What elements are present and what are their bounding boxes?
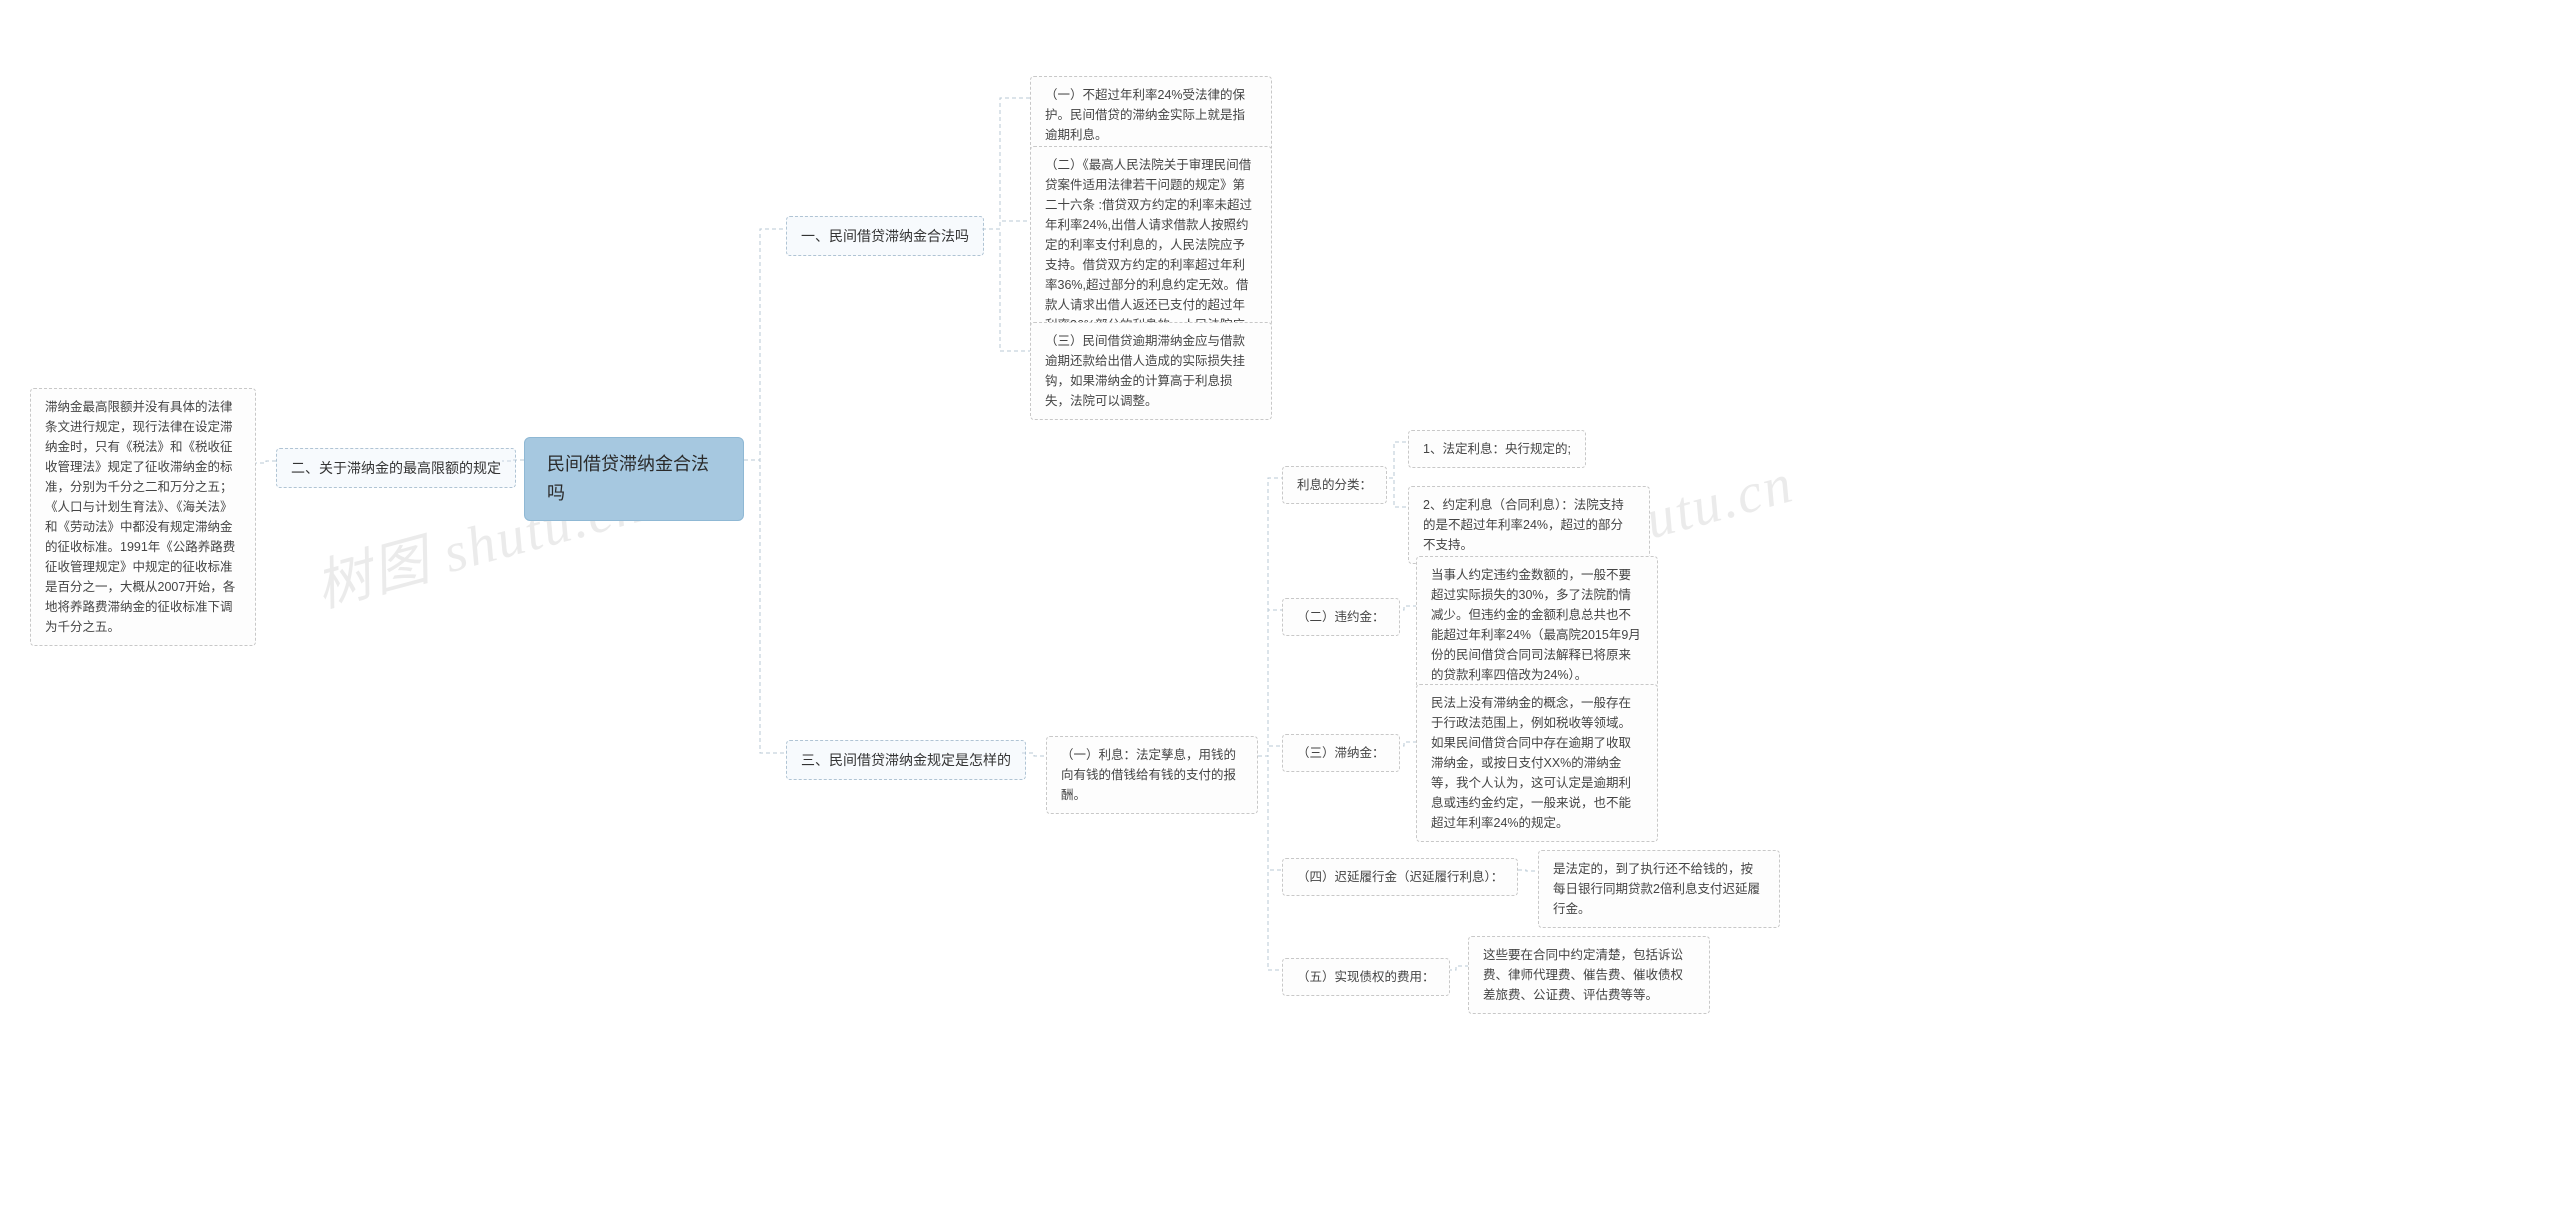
leaf-debt-cost-detail: 这些要在合同中约定清楚，包括诉讼费、律师代理费、催告费、催收债权差旅费、公证费、… xyxy=(1468,936,1710,1014)
leaf-interest-def: （一）利息：法定孳息，用钱的向有钱的借钱给有钱的支付的报酬。 xyxy=(1046,736,1258,814)
sub-debt-cost: （五）实现债权的费用： xyxy=(1282,958,1450,996)
leaf-penalty-detail: 当事人约定违约金数额的，一般不要超过实际损失的30%，多了法院酌情减少。但违约金… xyxy=(1416,556,1658,694)
leaf-late-fee-detail: 民法上没有滞纳金的概念，一般存在于行政法范围上，例如税收等领域。如果民间借贷合同… xyxy=(1416,684,1658,842)
sub-penalty: （二）违约金： xyxy=(1282,598,1400,636)
branch-is-legal: 一、民间借贷滞纳金合法吗 xyxy=(786,216,984,256)
branch-regulation-detail: 三、民间借贷滞纳金规定是怎样的 xyxy=(786,740,1026,780)
connector-layer xyxy=(0,0,2560,1208)
leaf-delay-payment-detail: 是法定的，到了执行还不给钱的，按每日银行同期贷款2倍利息支付迟延履行金。 xyxy=(1538,850,1780,928)
leaf-legal-1: （一）不超过年利率24%受法律的保护。民间借贷的滞纳金实际上就是指逾期利息。 xyxy=(1030,76,1272,154)
leaf-legal-3: （三）民间借贷逾期滞纳金应与借款逾期还款给出借人造成的实际损失挂钩，如果滞纳金的… xyxy=(1030,322,1272,420)
leaf-limit-detail: 滞纳金最高限额并没有具体的法律条文进行规定，现行法律在设定滞纳金时，只有《税法》… xyxy=(30,388,256,646)
branch-limit-regulation: 二、关于滞纳金的最高限额的规定 xyxy=(276,448,516,488)
leaf-interest-type-1: 1、法定利息：央行规定的; xyxy=(1408,430,1586,468)
leaf-interest-type-2: 2、约定利息（合同利息）：法院支持的是不超过年利率24%，超过的部分不支持。 xyxy=(1408,486,1650,564)
sub-interest-types: 利息的分类： xyxy=(1282,466,1387,504)
mindmap-root: 民间借贷滞纳金合法吗 xyxy=(524,437,744,521)
sub-delay-payment: （四）迟延履行金（迟延履行利息）： xyxy=(1282,858,1518,896)
sub-late-fee: （三）滞纳金： xyxy=(1282,734,1400,772)
